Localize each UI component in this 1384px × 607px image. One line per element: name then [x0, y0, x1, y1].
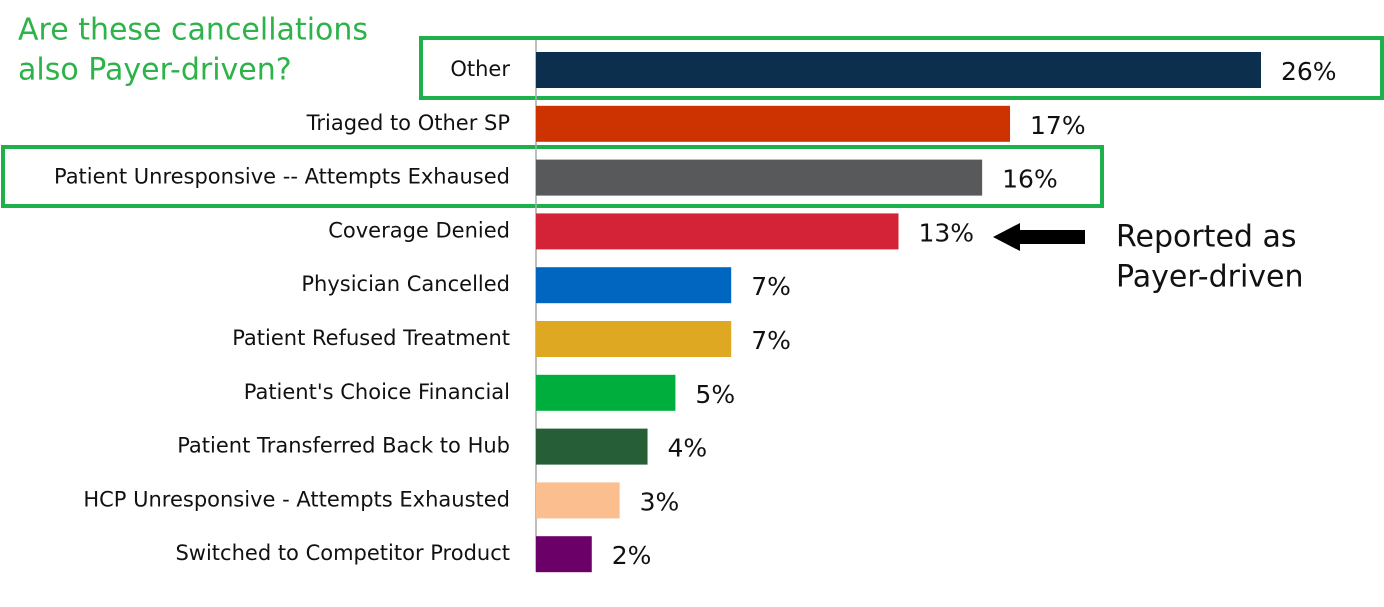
bar — [536, 321, 732, 357]
value-label: 4% — [668, 434, 708, 463]
value-label: 13% — [919, 218, 975, 247]
bar — [536, 52, 1261, 88]
value-label: 26% — [1281, 57, 1337, 86]
annotation: also Payer-driven? — [18, 53, 292, 88]
value-label: 3% — [640, 487, 680, 516]
category-label: Physician Cancelled — [301, 272, 510, 296]
category-label: Switched to Competitor Product — [175, 541, 510, 565]
value-label: 7% — [751, 326, 791, 355]
value-label: 17% — [1030, 111, 1086, 140]
bar — [536, 267, 732, 304]
arrow — [993, 223, 1085, 251]
category-label: HCP Unresponsive - Attempts Exhausted — [83, 487, 510, 511]
bar — [536, 536, 592, 573]
bar — [536, 482, 620, 519]
category-label: Patient Unresponsive -- Attempts Exhause… — [54, 165, 510, 189]
category-label: Other — [450, 57, 510, 81]
annotation: Payer-driven — [1116, 260, 1304, 295]
value-label: 2% — [612, 541, 652, 570]
bar — [536, 213, 899, 250]
value-label: 7% — [751, 272, 791, 301]
value-label: 5% — [695, 380, 735, 409]
bar — [536, 159, 983, 196]
category-label: Triaged to Other SP — [306, 111, 510, 135]
annotation: Are these cancellations — [18, 13, 368, 48]
bar — [536, 428, 648, 465]
highlight-box — [419, 36, 1384, 100]
bar — [536, 105, 1011, 142]
category-label: Patient's Choice Financial — [244, 380, 510, 404]
category-label: Patient Refused Treatment — [232, 326, 510, 350]
category-label: Patient Transferred Back to Hub — [177, 434, 510, 458]
category-label: Coverage Denied — [328, 218, 510, 242]
value-label: 16% — [1002, 165, 1058, 194]
annotation: Reported as — [1116, 220, 1297, 255]
highlight-box — [1, 145, 1104, 208]
bar — [536, 374, 676, 411]
